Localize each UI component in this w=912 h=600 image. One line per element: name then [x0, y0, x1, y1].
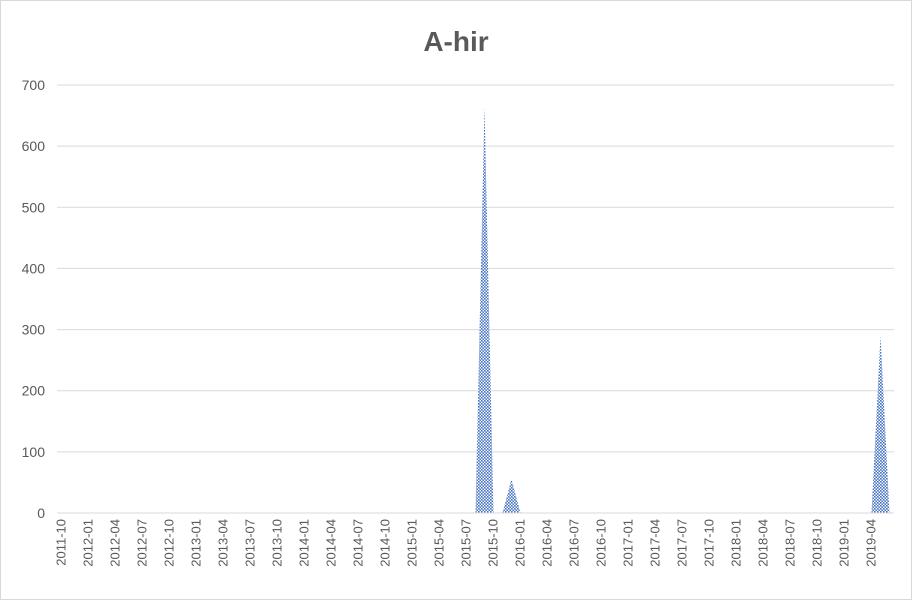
gridlines — [57, 84, 894, 453]
x-tick-label: 2016-01 — [513, 519, 528, 567]
y-tick-label: 200 — [22, 383, 46, 399]
x-tick-label: 2016-04 — [540, 519, 555, 567]
x-tick-label: 2014-07 — [351, 519, 366, 567]
y-tick-label: 500 — [22, 199, 46, 215]
y-tick-label: 100 — [22, 444, 46, 460]
x-tick-label: 2014-01 — [297, 519, 312, 567]
area-peak — [871, 335, 890, 513]
x-tick-label: 2013-04 — [216, 519, 231, 567]
chart-title: A-hir — [423, 26, 488, 57]
y-tick-label: 0 — [37, 505, 45, 521]
x-tick-label: 2019-04 — [864, 519, 879, 567]
y-tick-label: 700 — [22, 77, 46, 93]
x-tick-label: 2012-01 — [81, 519, 96, 567]
x-tick-label: 2015-07 — [459, 519, 474, 567]
x-axis-ticks: 2011-10 2012-01 2012-04 2012-07 2012-10 2013-… — [54, 519, 879, 567]
x-tick-label: 2017-07 — [675, 519, 690, 567]
x-tick-label: 2017-04 — [648, 519, 663, 567]
x-tick-label: 2016-10 — [594, 519, 609, 567]
x-tick-label: 2018-04 — [756, 519, 771, 567]
y-tick-label: 600 — [22, 138, 46, 154]
y-tick-label: 300 — [22, 322, 46, 338]
y-axis-ticks: 0 100 200 300 400 500 600 700 — [22, 77, 46, 521]
x-tick-label: 2017-10 — [702, 519, 717, 567]
x-tick-label: 2012-07 — [135, 519, 150, 567]
series-areas — [475, 106, 890, 514]
x-tick-label: 2013-10 — [270, 519, 285, 567]
x-tick-label: 2015-04 — [432, 519, 447, 567]
x-tick-label: 2017-01 — [621, 519, 636, 567]
x-tick-label: 2012-10 — [162, 519, 177, 567]
area-peak — [475, 106, 494, 514]
x-tick-label: 2014-10 — [378, 519, 393, 567]
x-tick-label: 2011-10 — [54, 519, 69, 566]
x-tick-label: 2015-01 — [405, 519, 420, 567]
x-tick-label: 2016-07 — [567, 519, 582, 567]
x-tick-label: 2015-10 — [486, 519, 501, 567]
x-tick-label: 2018-01 — [729, 519, 744, 567]
x-tick-label: 2018-07 — [783, 519, 798, 567]
x-tick-label: 2013-01 — [189, 519, 204, 567]
x-tick-label: 2018-10 — [810, 519, 825, 567]
y-tick-label: 400 — [22, 260, 46, 276]
x-tick-label: 2013-07 — [243, 519, 258, 567]
x-tick-label: 2014-04 — [324, 519, 339, 567]
area-peak — [502, 479, 521, 513]
x-tick-label: 2019-01 — [837, 519, 852, 567]
x-tick-label: 2012-04 — [108, 519, 123, 567]
